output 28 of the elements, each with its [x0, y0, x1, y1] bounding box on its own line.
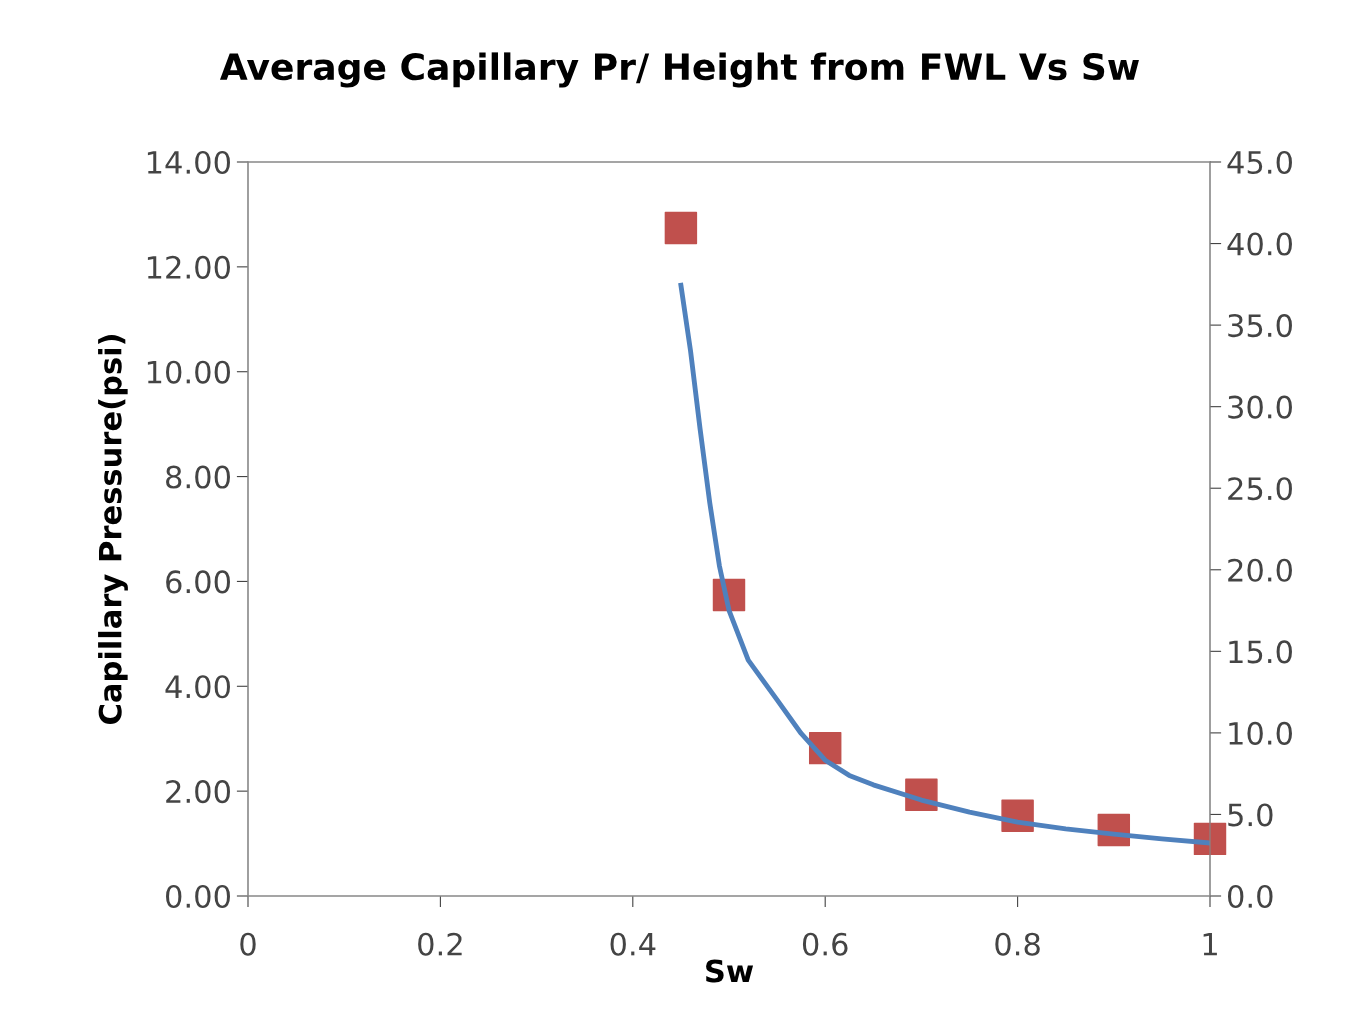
chart-title: Average Capillary Pr/ Height from FWL Vs Sw: [219, 52, 1139, 88]
y-tick-label: 8.00: [166, 465, 230, 489]
y2-tick-label: 40.0: [1227, 232, 1292, 256]
y2-tick-label: 25.0: [1228, 477, 1292, 501]
y2-tick-label: 30.0: [1228, 395, 1292, 419]
y-tick-label: 4.00: [165, 675, 230, 699]
y2-tick-label: 10.0: [1229, 721, 1292, 745]
x-tick-label: 0.6: [802, 932, 848, 956]
y-tick-label: 6.00: [166, 570, 230, 594]
x-tick-label: 0.4: [610, 932, 656, 956]
y-tick-label: 2.00: [166, 780, 230, 804]
x-tick-label: 1: [1203, 933, 1217, 956]
x-tick-label: 0.8: [995, 932, 1040, 956]
x-tick-label: 0: [240, 932, 256, 956]
point: [664, 211, 698, 245]
y-axis-title: Capillary Pressure(psi): [98, 335, 128, 725]
x-axis-title: Sw: [706, 959, 754, 983]
y-tick-label: 10.00: [147, 360, 230, 384]
y-tick-label: 12.00: [147, 255, 230, 279]
y-tick-label: 14.00: [147, 150, 230, 175]
y2-tick-label: 15.0: [1229, 640, 1292, 664]
y2-tick-label: 45.0: [1227, 150, 1292, 175]
y2-tick-label: 35.0: [1228, 314, 1292, 338]
y2-tick-label: 5.0: [1228, 803, 1273, 827]
x-tick-label: 0.2: [418, 932, 462, 956]
y2-tick-label: 20.0: [1228, 558, 1292, 582]
y-tick-label: 0.00: [166, 884, 230, 909]
y2-tick-label: 0.0: [1227, 884, 1273, 909]
